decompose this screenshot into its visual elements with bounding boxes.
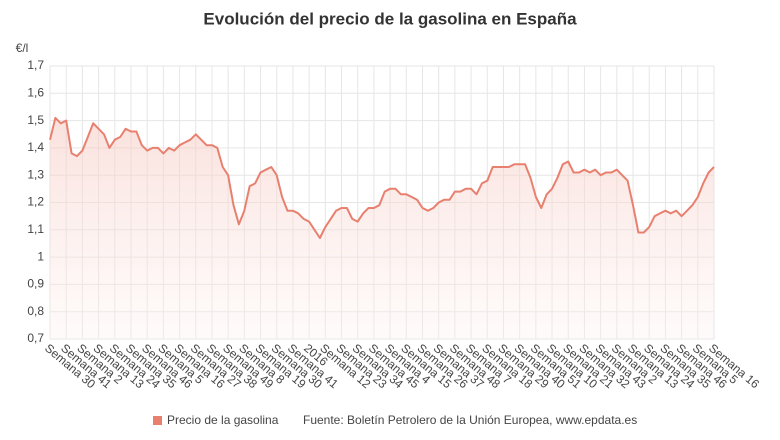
y-tick-label: 0,8: [27, 304, 44, 318]
plot: [49, 116, 715, 340]
line: [49, 116, 715, 239]
y-tick-label: 1,4: [27, 140, 44, 154]
y-tick-label: 1,5: [27, 113, 44, 127]
y-tick-label: 0,7: [27, 331, 44, 345]
legend-swatch: [153, 416, 162, 425]
y-unit: €/l: [16, 41, 29, 55]
chart-title: Evolución del precio de la gasolina en E…: [203, 9, 577, 28]
y-tick-label: 1: [37, 249, 44, 263]
legend-label: Precio de la gasolina: [167, 413, 279, 427]
y-tick-label: 1,1: [27, 222, 44, 236]
y-tick-label: 1,7: [27, 58, 44, 72]
source: Fuente: Boletín Petrolero de la Unión Eu…: [303, 413, 637, 427]
y-tick-label: 1,3: [27, 167, 44, 181]
y-tick-label: 1,2: [27, 195, 44, 209]
area: [50, 117, 714, 340]
y-tick-label: 0,9: [27, 277, 44, 291]
y-tick-label: 1,6: [27, 85, 44, 99]
